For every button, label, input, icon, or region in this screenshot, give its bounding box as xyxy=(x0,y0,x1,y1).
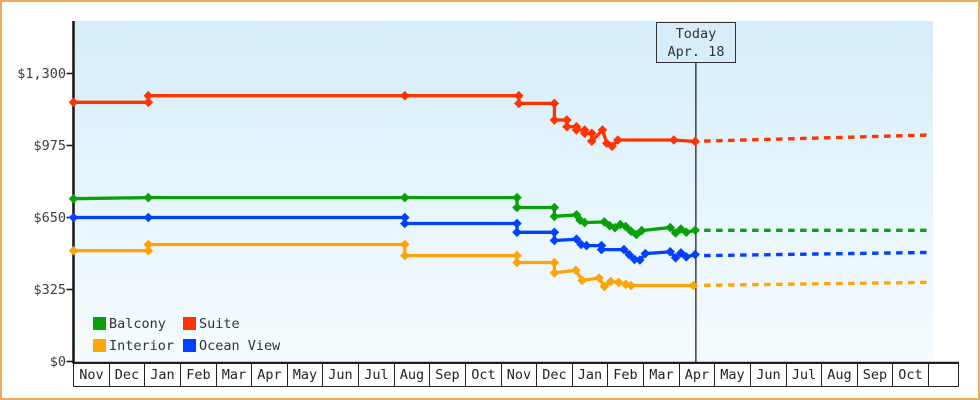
x-axis-empty-cell xyxy=(928,363,959,387)
x-axis-month-cell: Jul xyxy=(786,363,822,387)
legend-item-balcony: Balcony xyxy=(93,315,166,332)
today-marker-box: Today Apr. 18 xyxy=(656,22,736,63)
x-axis-month-cell: Jun xyxy=(750,363,787,387)
today-label: Today xyxy=(675,25,717,42)
series-interior xyxy=(68,239,699,292)
x-axis-month-cell: Feb xyxy=(180,363,217,387)
x-axis-month-cell: Aug xyxy=(821,363,858,387)
x-axis-month-cell: Mar xyxy=(643,363,680,387)
x-axis-month-cell: Jun xyxy=(322,363,359,387)
x-axis-month-cell: Jan xyxy=(572,363,608,387)
projection-ocean-view xyxy=(704,250,927,258)
y-axis-tick-label: $975 xyxy=(33,137,66,154)
series-suite xyxy=(68,90,700,151)
legend-label: Suite xyxy=(199,315,240,332)
x-axis-month-cell: Apr xyxy=(679,363,715,387)
series-ocean-view xyxy=(68,212,700,265)
x-axis-month-cell: Nov xyxy=(501,363,537,387)
x-axis-month-cell: May xyxy=(287,363,323,387)
series-balcony xyxy=(68,192,700,240)
today-date: Apr. 18 xyxy=(667,43,725,60)
y-axis-tick-label: $0 xyxy=(49,353,66,370)
x-axis-month-cell: Sep xyxy=(857,363,893,387)
legend-label: Balcony xyxy=(109,315,166,332)
x-axis-month-cell: Jul xyxy=(358,363,395,387)
x-axis-month-cell: Jan xyxy=(144,363,181,387)
y-axis-tick-label: $325 xyxy=(33,281,66,298)
projection-interior xyxy=(704,280,927,287)
x-axis-month-cell: Aug xyxy=(394,363,430,387)
legend-swatch-ocean-view xyxy=(183,339,196,352)
legend-item-ocean-view: Ocean View xyxy=(183,337,281,354)
x-axis-month-cell: Dec xyxy=(536,363,573,387)
x-axis-month-cell: Dec xyxy=(109,363,145,387)
x-axis-month-cell: Sep xyxy=(429,363,466,387)
x-axis-month-cell: Oct xyxy=(465,363,502,387)
projection-suite xyxy=(704,133,927,143)
legend-swatch-suite xyxy=(183,317,196,330)
x-axis-month-cell: Nov xyxy=(73,363,110,387)
x-axis-month-cell: Oct xyxy=(892,363,929,387)
x-axis-month-cell: May xyxy=(714,363,751,387)
y-axis-tick-label: $650 xyxy=(33,209,66,226)
legend-item-interior: Interior xyxy=(93,337,175,354)
legend-item-suite: Suite xyxy=(183,315,240,332)
legend-label: Interior xyxy=(109,337,175,354)
legend-swatch-balcony xyxy=(93,317,106,330)
legend-label: Ocean View xyxy=(199,337,281,354)
axes xyxy=(66,21,959,364)
x-axis-month-cell: Feb xyxy=(607,363,644,387)
legend-swatch-interior xyxy=(93,339,106,352)
plot-area xyxy=(75,21,933,363)
x-axis-month-cell: Apr xyxy=(251,363,288,387)
x-axis-month-cell: Mar xyxy=(216,363,252,387)
y-axis-tick-label: $1,300 xyxy=(17,65,66,82)
